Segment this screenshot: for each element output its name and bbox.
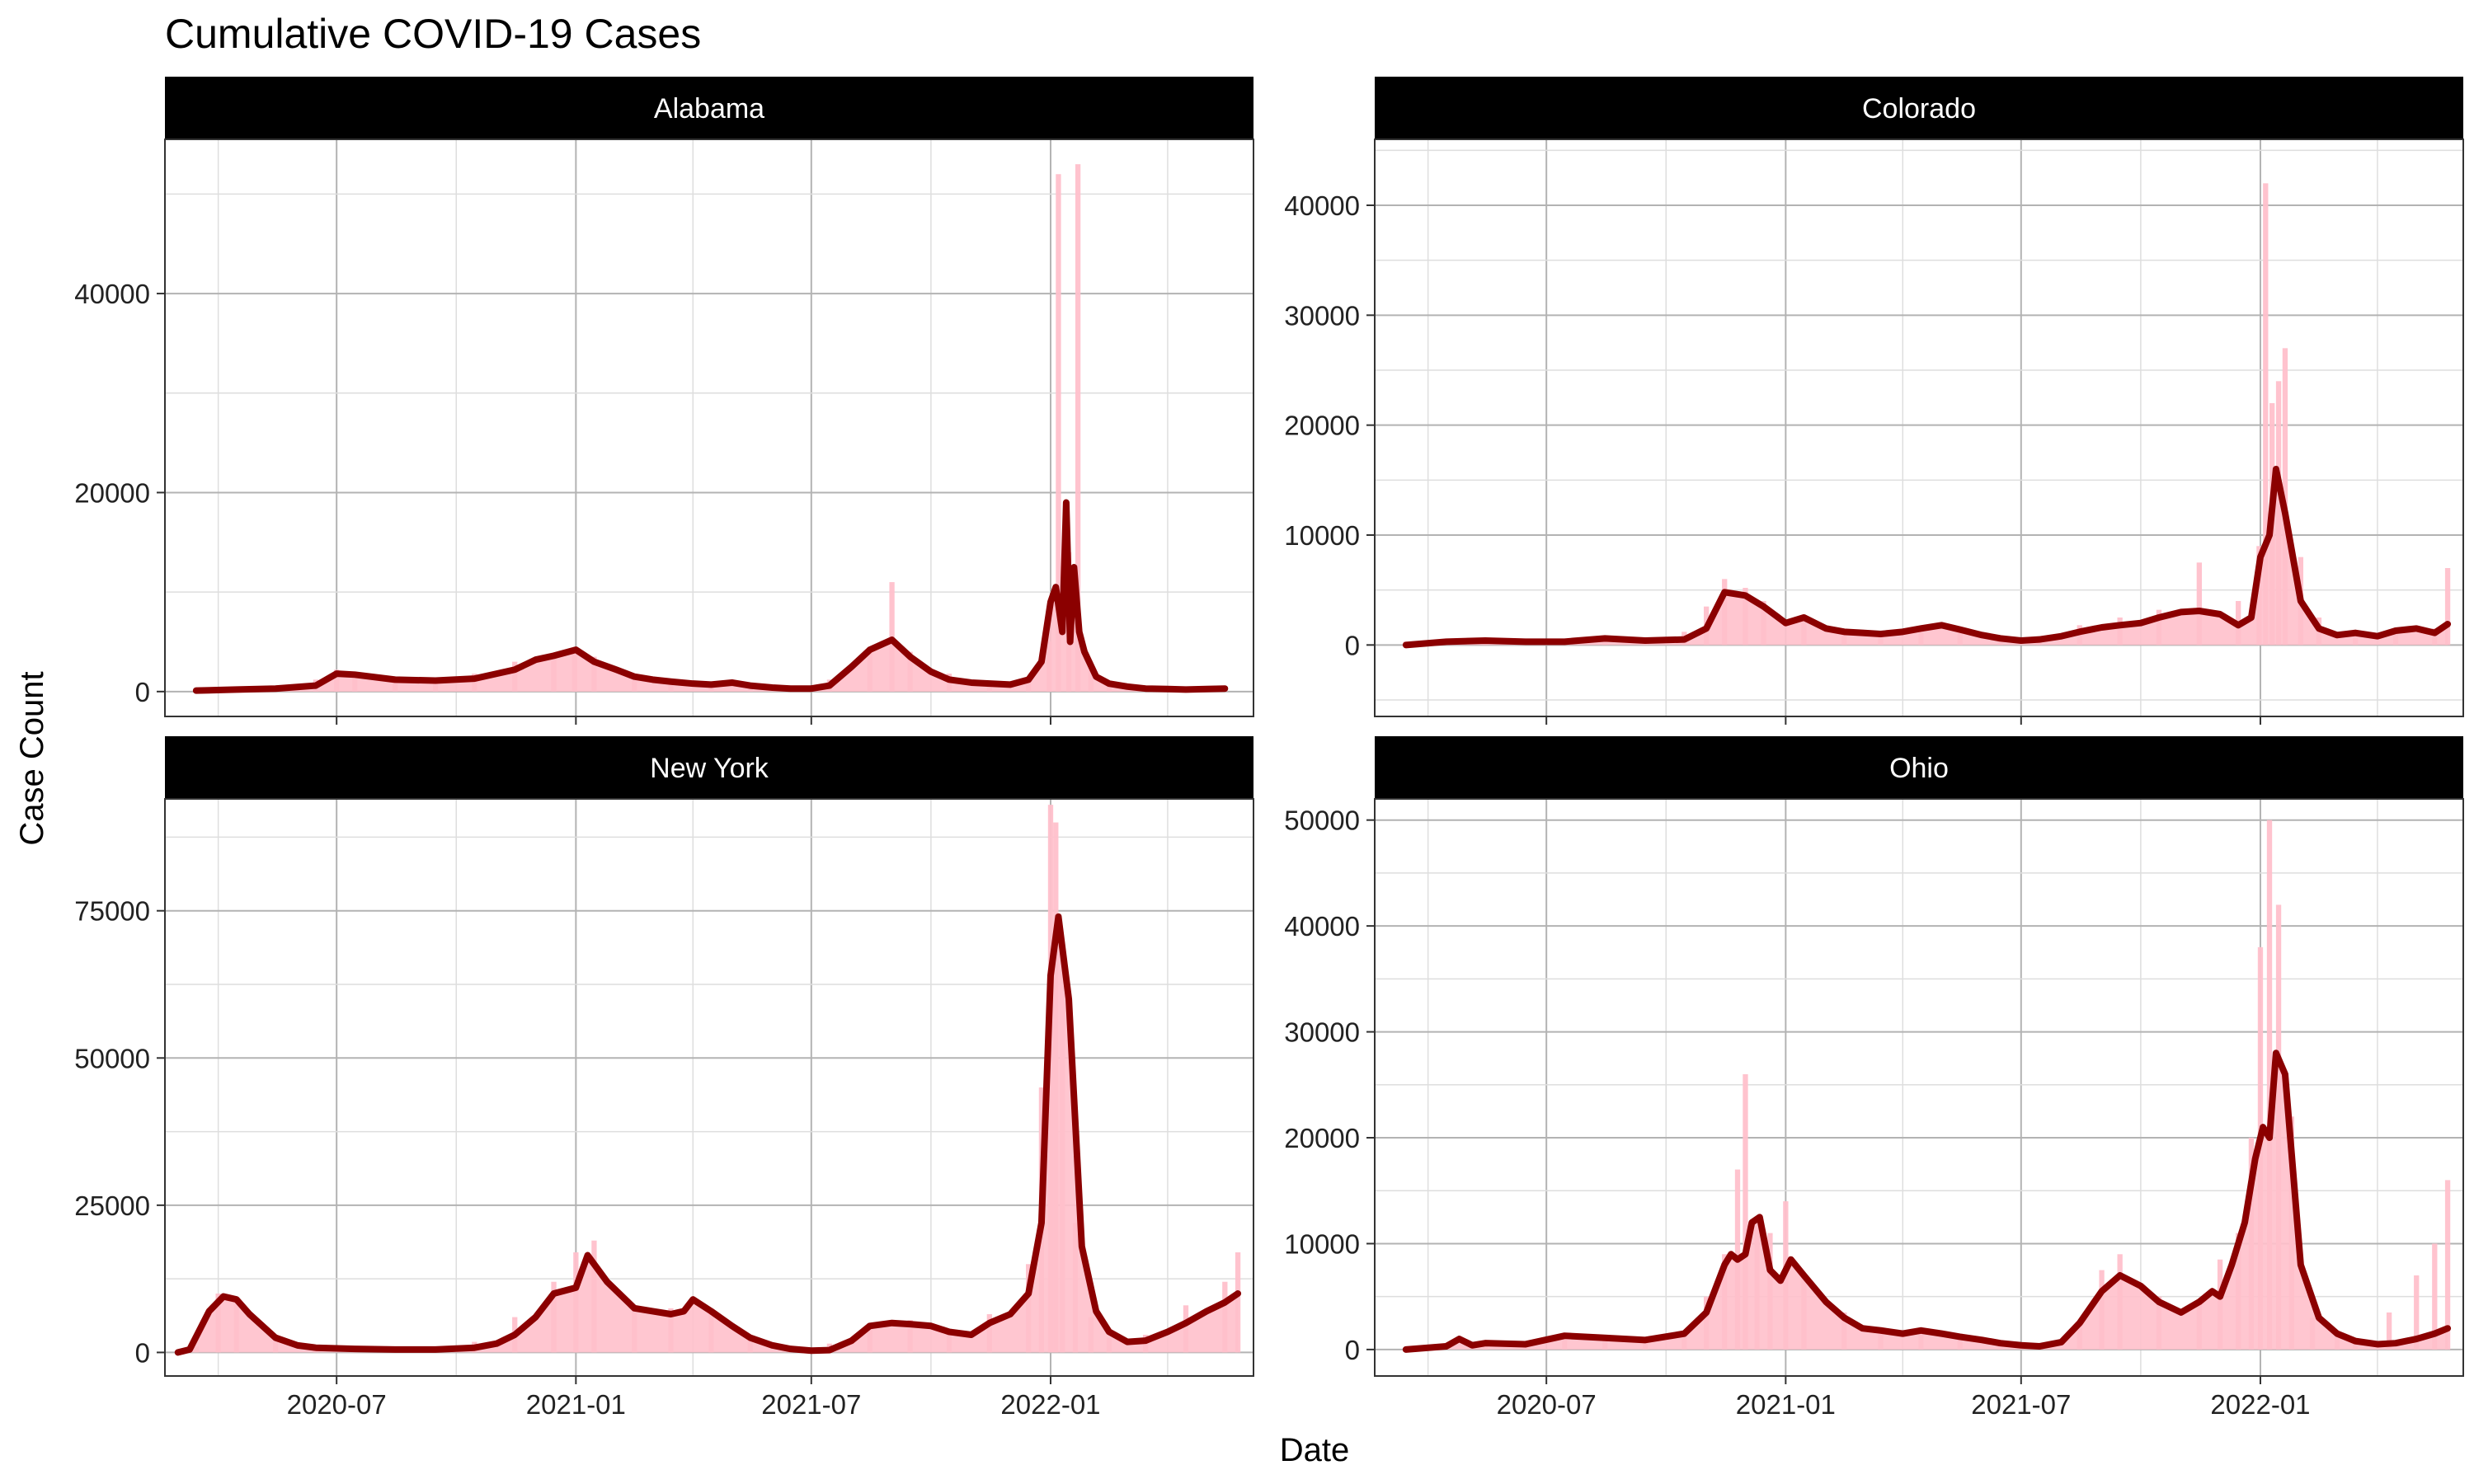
daily-cases-bar [1075,164,1081,692]
daily-cases-bar [2444,1180,2451,1350]
data-layer [1402,183,2452,649]
panel-colorado: Colorado 0 10000 20000 30000 40000 [1284,77,2464,725]
facet-strip-label: New York [650,753,769,784]
x-tick-label: 2021-01 [1736,1389,1836,1420]
facet-strip [1375,77,2463,139]
y-tick-label: 75000 [74,896,150,927]
panel-border [164,798,1254,1377]
daily-cases-bar [2386,1312,2392,1350]
daily-cases-bar [2196,562,2203,646]
x-axis-label: Date [1280,1432,1350,1468]
daily-cases-bar [2414,1275,2420,1350]
y-tick-label: 10000 [1284,520,1360,551]
panel-background [165,139,1253,716]
y-tick-label: 0 [1345,630,1360,660]
panel-border [1374,798,2464,1377]
y-tick-label: 0 [135,1337,150,1368]
facet-strip [165,77,1253,139]
y-tick-label: 40000 [1284,190,1360,221]
y-tick-label: 50000 [74,1043,150,1073]
x-tick-label: 2022-01 [1000,1389,1100,1420]
panel-new-york: New York 0 25000 50000 75000 2020-07 2021-01 20… [74,736,1254,1420]
x-tick-label: 2021-07 [1971,1389,2071,1420]
panel-ohio: Ohio 0 10000 20000 30000 40000 50000 2020-07 202… [1284,736,2464,1420]
panel-border [1374,139,2464,717]
data-layer [1402,819,2452,1353]
facet-strip-label: Colorado [1862,93,1976,124]
y-tick-label: 0 [135,677,150,707]
y-tick-label: 30000 [1284,1017,1360,1048]
panels-group: Alabama 0 20000 40000 Colorado 0 10000 20000 300… [74,77,2464,1420]
y-tick-label: 20000 [74,477,150,508]
daily-cases-bar [1743,1073,1748,1350]
data-layer [174,805,1242,1356]
daily-cases-bar [2263,183,2269,646]
daily-cases-bar [2432,1243,2438,1350]
x-tick-label: 2020-07 [287,1389,387,1420]
y-tick-label: 20000 [1284,411,1360,441]
y-tick-label: 30000 [1284,300,1360,331]
rolling-average-line [174,913,1242,1356]
chart-title: Cumulative COVID-19 Cases [165,11,701,57]
x-tick-label: 2021-07 [761,1389,861,1420]
y-tick-label: 40000 [1284,911,1360,942]
rolling-average-line [1402,1050,2452,1353]
facet-strip [1375,736,2463,799]
rolling-average-line [192,499,1229,694]
daily-cases-bar [2266,819,2273,1350]
y-tick-label: 40000 [74,279,150,309]
data-layer [192,164,1229,694]
y-tick-label: 25000 [74,1190,150,1221]
y-tick-label: 20000 [1284,1123,1360,1153]
facet-strip [165,736,1253,799]
daily-cases-bar [2444,568,2451,646]
rolling-average-line [1402,466,2452,649]
x-tick-label: 2022-01 [2210,1389,2310,1420]
panel-border [164,139,1254,717]
x-tick-label: 2020-07 [1497,1389,1597,1420]
x-tick-label: 2021-01 [526,1389,626,1420]
daily-cases-bar [2282,348,2288,646]
y-axis-label: Case Count [14,671,50,845]
panel-alabama: Alabama 0 20000 40000 [74,77,1254,725]
y-tick-label: 50000 [1284,805,1360,836]
facet-strip-label: Alabama [654,93,764,124]
y-tick-label: 10000 [1284,1228,1360,1259]
facet-strip-label: Ohio [1889,753,1949,784]
y-tick-label: 0 [1345,1335,1360,1365]
daily-cases-bar [1056,174,1061,692]
